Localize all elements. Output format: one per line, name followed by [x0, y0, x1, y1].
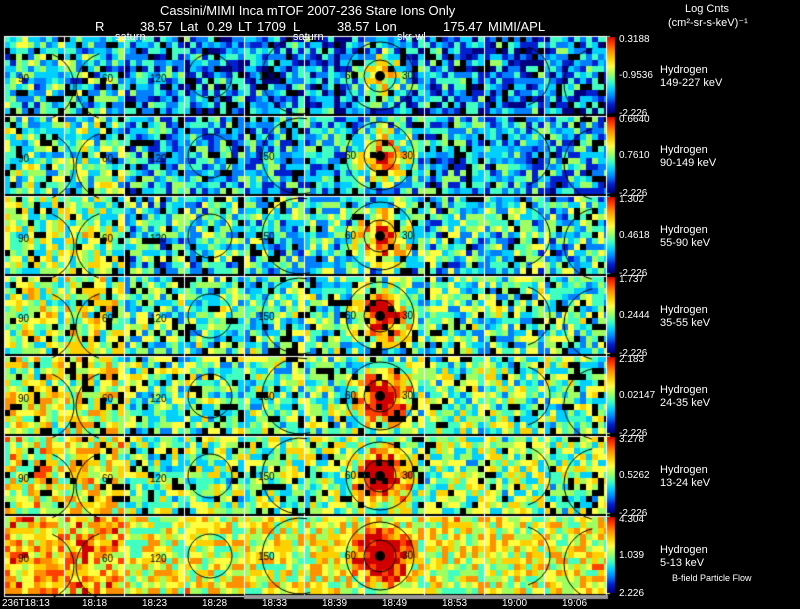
colorbar-max-value: 0.3188: [619, 34, 650, 45]
row-label: Hydrogen 55-90 keV: [660, 224, 710, 250]
colorbar-mid-value: 0.5262: [619, 470, 650, 481]
energy: 13-24 keV: [660, 477, 711, 489]
time-label: 19:00: [502, 598, 528, 609]
marker-skr: skr-wl: [397, 31, 426, 43]
colorbar-mid-value: 0.2444: [619, 310, 650, 321]
label-lt: LT: [238, 19, 253, 34]
colorbar-max-value: 1.737: [619, 274, 645, 285]
value-l: 38.57: [337, 19, 370, 34]
species: Hydrogen: [660, 384, 708, 396]
row-label: Hydrogen 35-55 keV: [660, 304, 710, 330]
colorbar-max-value: 2.183: [619, 354, 645, 365]
time-label: 18:49: [382, 598, 408, 609]
colorbar-min-value: -2.226: [619, 188, 648, 199]
colorbar-max-value: 0.6640: [619, 114, 650, 125]
row-label: Hydrogen 13-24 keV: [660, 464, 710, 490]
label-lat: Lat: [180, 19, 199, 34]
time-label: 18:18: [82, 598, 108, 609]
species: Hydrogen: [660, 304, 708, 316]
value-lt: 1709: [257, 19, 286, 34]
species: Hydrogen: [660, 544, 708, 556]
label-lon: Lon: [375, 19, 397, 34]
energy: 90-149 keV: [660, 157, 717, 169]
marker-saturn-1: saturn: [115, 31, 146, 43]
footer-label: B-field Particle Flow: [672, 573, 752, 583]
colorbar-mid-value: 1.039: [619, 550, 645, 561]
value-lon: 175.47: [443, 19, 483, 34]
species: Hydrogen: [660, 224, 708, 236]
row-label: Hydrogen 24-35 keV: [660, 384, 710, 410]
energy: 55-90 keV: [660, 237, 711, 249]
time-label: 18:39: [322, 598, 348, 609]
colorbar-max-value: 4.304: [619, 514, 645, 525]
marker-saturn-2: saturn: [293, 31, 324, 43]
time-label: 236T18:13: [2, 598, 50, 609]
colorbar-mid-value: 0.02147: [619, 390, 656, 401]
time-label: 18:23: [142, 598, 168, 609]
time-label: 18:33: [262, 598, 288, 609]
colorbar-mid-value: 0.7610: [619, 150, 650, 161]
label-l: L: [293, 19, 301, 34]
units-bottom: (cm²-sr-s-keV)⁻¹: [668, 17, 748, 29]
colorbar-min-value: -2.226: [619, 508, 648, 519]
colorbar-max-value: 1.302: [619, 194, 645, 205]
value-lat: 0.29: [207, 19, 233, 34]
plot-title: Cassini/MIMI Inca mTOF 2007-236 Stare Io…: [160, 3, 456, 18]
energy: 24-35 keV: [660, 397, 711, 409]
species: Hydrogen: [660, 144, 708, 156]
colorbar-min-value: -2.226: [619, 268, 648, 279]
units-top: Log Cnts: [685, 3, 730, 15]
colorbar-min-value: -2.226: [619, 428, 648, 439]
energy: 149-227 keV: [660, 77, 723, 89]
label-r: R: [95, 19, 105, 34]
time-label: 18:53: [442, 598, 468, 609]
value-r: 38.57: [140, 19, 173, 34]
row-label: Hydrogen 5-13 keV: [660, 544, 708, 570]
energy: 5-13 keV: [660, 557, 705, 569]
time-label: 19:06: [562, 598, 588, 609]
colorbar-min-value: -2.226: [619, 348, 648, 359]
species: Hydrogen: [660, 64, 708, 76]
credit-text: MIMI/APL: [488, 19, 546, 34]
species: Hydrogen: [660, 464, 708, 476]
colorbar-min-value: -2.226: [619, 108, 648, 119]
row-label: Hydrogen 149-227 keV: [660, 64, 722, 90]
colorbar-mid-value: 0.4618: [619, 230, 650, 241]
time-label: 18:28: [202, 598, 228, 609]
colorbar-min-value: 2.226: [619, 588, 645, 599]
row-label: Hydrogen 90-149 keV: [660, 144, 716, 170]
colorbar-mid-value: -0.9536: [619, 70, 653, 81]
colorbar-max-value: 3.278: [619, 434, 645, 445]
energy: 35-55 keV: [660, 317, 711, 329]
